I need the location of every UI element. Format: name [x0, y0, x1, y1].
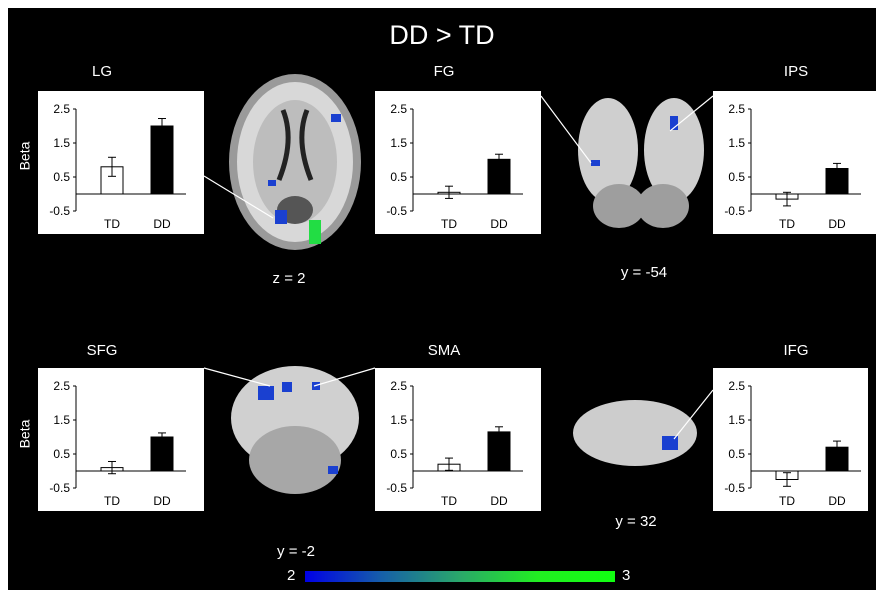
y-tick-label: -0.5	[386, 481, 407, 495]
chart-sma-svg: 2.5 1.5 0.5 -0.5 TD DD	[386, 379, 523, 508]
x-tick-label: DD	[490, 217, 508, 231]
chart-title-sfg: SFG	[86, 342, 118, 359]
y-tick-label: 2.5	[390, 379, 407, 393]
y-tick-label: 0.5	[728, 170, 745, 184]
chart-ips: 2.5 1.5 0.5 -0.5 TD DD	[713, 91, 879, 234]
chart-ips-svg: 2.5 1.5 0.5 -0.5 TD DD	[724, 102, 861, 231]
bar-dd	[487, 431, 511, 472]
x-tick-label: TD	[779, 217, 795, 231]
y-tick-label: -0.5	[386, 204, 407, 218]
y-tick-label: 1.5	[728, 413, 745, 427]
coronal-posterior-brain	[578, 98, 704, 228]
y-tick-label: 2.5	[53, 102, 70, 116]
x-tick-label: TD	[441, 217, 457, 231]
figure: DD > TD LG FG IPS SFG SMA IFG Beta Beta …	[8, 8, 879, 590]
x-tick-label: DD	[153, 217, 171, 231]
y-tick-label: -0.5	[49, 481, 70, 495]
y-tick-label: 0.5	[390, 447, 407, 461]
y-tick-label: 0.5	[390, 170, 407, 184]
x-tick-label: DD	[153, 494, 171, 508]
y-tick-label: 2.5	[728, 379, 745, 393]
chart-sfg: 2.5 1.5 0.5 -0.5 TD DD	[38, 368, 204, 511]
x-tick-label: DD	[828, 494, 846, 508]
x-tick-label: TD	[441, 494, 457, 508]
figure-title: DD > TD	[389, 20, 495, 50]
slice-label-y32: y = 32	[615, 513, 657, 530]
chart-lg-svg: 2.5 1.5 0.5 -0.5 TD DD	[49, 102, 186, 231]
y-tick-label: 2.5	[390, 102, 407, 116]
y-tick-label: 0.5	[53, 170, 70, 184]
colorbar	[305, 571, 615, 582]
chart-lg: 2.5 1.5 0.5 -0.5 TD DD	[38, 91, 204, 234]
chart-ifg-svg: 2.5 1.5 0.5 -0.5 TD DD	[724, 379, 861, 508]
chart-title-ifg: IFG	[783, 342, 809, 359]
y-tick-label: 1.5	[53, 136, 70, 150]
y-tick-label: -0.5	[724, 204, 745, 218]
y-tick-label: 1.5	[728, 136, 745, 150]
sagittal-brain	[573, 400, 697, 466]
y-tick-label: 1.5	[390, 413, 407, 427]
ylabel-top: Beta	[16, 141, 33, 171]
x-tick-label: TD	[779, 494, 795, 508]
x-tick-label: DD	[490, 494, 508, 508]
y-tick-label: 0.5	[53, 447, 70, 461]
chart-title-fg: FG	[433, 63, 455, 80]
y-tick-label: -0.5	[724, 481, 745, 495]
chart-sfg-svg: 2.5 1.5 0.5 -0.5 TD DD	[49, 379, 186, 508]
y-tick-label: 1.5	[53, 413, 70, 427]
colorbar-min-label: 2	[287, 567, 296, 584]
y-tick-label: 2.5	[53, 379, 70, 393]
chart-title-ips: IPS	[783, 63, 809, 80]
chart-sma: 2.5 1.5 0.5 -0.5 TD DD	[375, 368, 541, 511]
chart-ifg: 2.5 1.5 0.5 -0.5 TD DD	[713, 368, 868, 511]
x-tick-label: TD	[104, 494, 120, 508]
slice-label-y-54: y = -54	[620, 264, 668, 281]
bar-dd	[150, 436, 174, 472]
slice-label-z2: z = 2	[272, 270, 306, 287]
coronal-frontal-brain	[231, 366, 359, 494]
chart-fg: 2.5 1.5 0.5 -0.5 TD DD	[375, 91, 541, 234]
chart-title-sma: SMA	[427, 342, 461, 359]
chart-fg-svg: 2.5 1.5 0.5 -0.5 TD DD	[386, 102, 523, 231]
y-tick-label: 2.5	[728, 102, 745, 116]
axial-slice-brain	[229, 74, 361, 250]
ylabel-bottom: Beta	[16, 419, 33, 449]
y-tick-label: -0.5	[49, 204, 70, 218]
chart-title-lg: LG	[91, 63, 112, 80]
x-tick-label: DD	[828, 217, 846, 231]
x-tick-label: TD	[104, 217, 120, 231]
y-tick-label: 1.5	[390, 136, 407, 150]
slice-label-y-2: y = -2	[277, 543, 315, 560]
colorbar-max-label: 3	[622, 567, 631, 584]
y-tick-label: 0.5	[728, 447, 745, 461]
bar-dd	[150, 125, 174, 195]
